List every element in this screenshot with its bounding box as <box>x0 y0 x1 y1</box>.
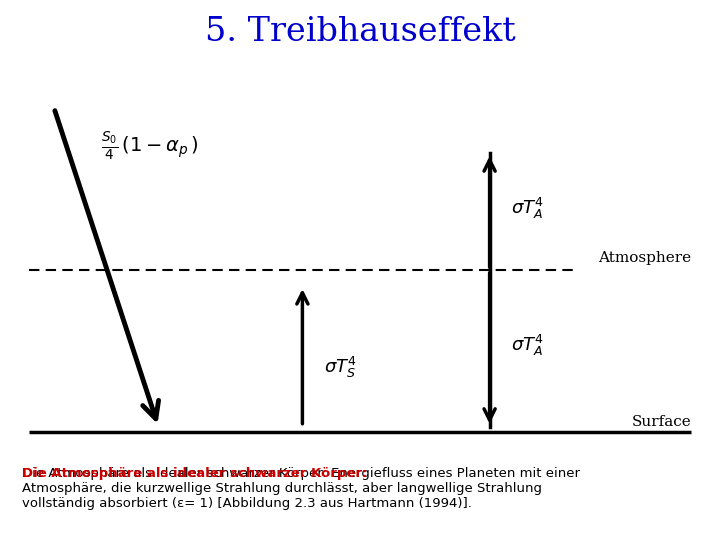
Text: Die Atmosphäre als idealer schwarzer Körper: Energiefluss eines Planeten mit ein: Die Atmosphäre als idealer schwarzer Kör… <box>22 467 580 510</box>
Text: $\sigma T_S^4$: $\sigma T_S^4$ <box>324 355 357 380</box>
Text: Atmosphere: Atmosphere <box>598 251 691 265</box>
Text: 5. Treibhauseffekt: 5. Treibhauseffekt <box>204 16 516 48</box>
Text: Surface: Surface <box>631 415 691 429</box>
Text: $\sigma T_A^4$: $\sigma T_A^4$ <box>511 196 544 221</box>
Text: $\frac{S_0}{4}$$\,(1 - \alpha_p\,)$: $\frac{S_0}{4}$$\,(1 - \alpha_p\,)$ <box>101 130 199 162</box>
Text: Die Atmosphäre als idealer schwarzer Körper:: Die Atmosphäre als idealer schwarzer Kör… <box>22 467 367 480</box>
Text: $\sigma T_A^4$: $\sigma T_A^4$ <box>511 333 544 358</box>
